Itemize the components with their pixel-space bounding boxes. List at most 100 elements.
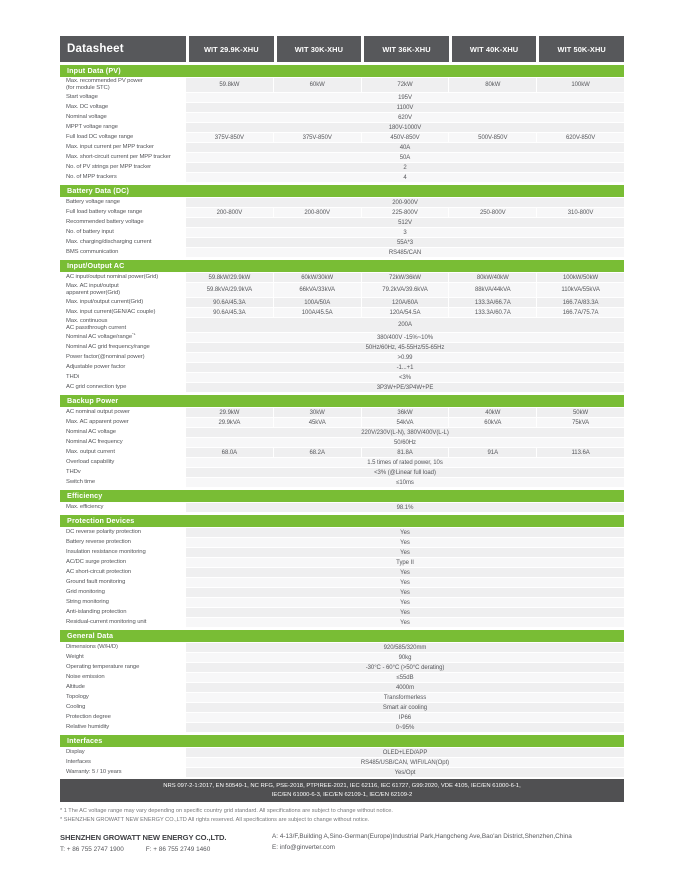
spec-row: String monitoring Yes (60, 598, 624, 607)
row-label: Max. output current (60, 448, 186, 457)
row-label: THDv (60, 468, 186, 477)
row-label: Max. input current(GEN/AC couple) (60, 308, 186, 317)
row-value: 80kW (449, 78, 537, 92)
row-label: Battery reverse protection (60, 538, 186, 547)
row-value-span: Yes (186, 528, 624, 537)
spec-row: Grid monitoring Yes (60, 588, 624, 597)
row-values: 50A (186, 153, 624, 162)
row-value: 91A (449, 448, 537, 457)
row-value: 68.0A (186, 448, 273, 457)
row-label: Ground fault monitoring (60, 578, 186, 587)
row-value: 90.6A/45.3A (186, 298, 273, 307)
row-label-text: No. of MPP trackers (66, 174, 117, 181)
spec-row: Power factor(@nominal power) >0.99 (60, 353, 624, 362)
spec-row: No. of MPP trackers 4 (60, 173, 624, 182)
row-values: Yes (186, 618, 624, 627)
spec-row: Relative humidity 0~95% (60, 723, 624, 732)
row-values: 180V-1000V (186, 123, 624, 132)
row-value: 133.3A/66.7A (449, 298, 537, 307)
row-value-span: Type II (186, 558, 624, 567)
row-label-text: (for module STC) (66, 85, 110, 91)
row-values: RS485/USB/CAN, WIFI/LAN(Opt) (186, 758, 624, 767)
row-value-span: -1...+1 (186, 363, 624, 372)
row-values: 59.8kW/29.9kW 60kW/30kW 72kW/36kW 80kW/40kW… (186, 273, 624, 282)
row-value: 59.8kW (186, 78, 273, 92)
row-values: Yes (186, 598, 624, 607)
row-value: 120A/60A (361, 298, 449, 307)
row-value: 166.7A/75.7A (537, 308, 624, 317)
spec-row: Max. continuous AC passthrough current 200… (60, 318, 624, 332)
row-value: 40kW (449, 408, 537, 417)
row-value: 59.8kW/29.9kW (186, 273, 273, 282)
row-label: Overload capability (60, 458, 186, 467)
row-label: Anti-islanding protection (60, 608, 186, 617)
row-value-span: <3% (186, 373, 624, 382)
row-label-text: Max. charging/discharging current (66, 239, 152, 246)
row-values: 200-900V (186, 198, 624, 207)
spec-row: Operating temperature range -30°C - 60°C … (60, 663, 624, 672)
spec-row: Anti-islanding protection Yes (60, 608, 624, 617)
row-value-span: 40A (186, 143, 624, 152)
row-value: 36kW (361, 408, 449, 417)
row-value-span: >0.99 (186, 353, 624, 362)
row-label-text: Max. AC input/output (66, 283, 119, 290)
row-values: 620V (186, 113, 624, 122)
row-value: 450V-850V (361, 133, 449, 142)
row-label-text: THDi (66, 374, 80, 381)
row-label-text: Max. AC apparent power (66, 419, 129, 426)
row-label-text: Insulation resistance monitoring (66, 549, 146, 556)
row-values: 375V-850V 375V-850V 450V-850V 500V-850V 620V… (186, 133, 624, 142)
row-label-text: DC reverse polarity protection (66, 529, 141, 536)
row-value: 66kVA/33kVA (273, 283, 361, 297)
row-label: Topology (60, 693, 186, 702)
row-label: Altitude (60, 683, 186, 692)
spec-row: Nominal AC voltage/range*1 380/400V -15%~… (60, 333, 624, 342)
row-values: 90kg (186, 653, 624, 662)
row-value: 60kW/30kW (273, 273, 361, 282)
row-values: 29.9kVA 45kVA 54kVA 60kVA 75kVA (186, 418, 624, 427)
row-label-text: AC input/output nominal power(Grid) (66, 274, 159, 281)
row-label-text: THDv (66, 469, 81, 476)
row-values: <3% (@Linear full load) (186, 468, 624, 477)
spec-row: Dimensions (W/H/D) 920/585/320mm (60, 643, 624, 652)
row-values: OLED+LED/APP (186, 748, 624, 757)
row-label: Nominal AC frequency (60, 438, 186, 447)
spec-row: AC grid connection type 3P3W+PE/3P4W+PE (60, 383, 624, 392)
certifications-line2: IEC/EN 61000-6-3, IEC/EN 62109-1, IEC/EN… (271, 791, 413, 798)
row-value: 100A/45.5A (273, 308, 361, 317)
row-label-text: Nominal voltage (66, 114, 107, 121)
row-label: MPPT voltage range (60, 123, 186, 132)
row-label-text: Full load battery voltage range (66, 209, 143, 216)
row-label: Noise emission (60, 673, 186, 682)
row-value: 100kW/50kW (537, 273, 624, 282)
row-label-text: Max. input current(GEN/AC couple) (66, 309, 156, 316)
row-label: Switch time (60, 478, 186, 487)
section-header: General Data (60, 630, 624, 642)
row-values: Yes (186, 578, 624, 587)
spec-row: Nominal AC frequency 50/60Hz (60, 438, 624, 447)
row-value-span: 98.1% (186, 503, 624, 512)
row-value-span: Yes (186, 588, 624, 597)
spec-row: AC short-circuit protection Yes (60, 568, 624, 577)
spec-row: AC input/output nominal power(Grid) 59.8k… (60, 273, 624, 282)
row-value-span: 3 (186, 228, 624, 237)
row-label-text: Battery voltage range (66, 199, 120, 206)
row-values: 59.8kW 60kW 72kW 80kW 100kW (186, 78, 624, 92)
row-value-span: 4 (186, 173, 624, 182)
row-label-text: Display (66, 749, 85, 756)
row-label: Power factor(@nominal power) (60, 353, 186, 362)
section-header: Efficiency (60, 490, 624, 502)
row-values: 220V/230V(L-N), 380V/400V(L-L) (186, 428, 624, 437)
row-label-text: apparent power(Grid) (66, 290, 120, 296)
row-label-text: Max. output current (66, 449, 115, 456)
row-values: 59.8kVA/29.9kVA 66kVA/33kVA 79.2kVA/39.6kV… (186, 283, 624, 297)
row-value-span: <3% (@Linear full load) (186, 468, 624, 477)
spec-row: Max. efficiency 98.1% (60, 503, 624, 512)
row-value-span: Yes (186, 578, 624, 587)
section-header: Backup Power (60, 395, 624, 407)
row-label: Protection degree (60, 713, 186, 722)
row-values: Transformerless (186, 693, 624, 702)
row-value: 133.3A/60.7A (449, 308, 537, 317)
footnote: * 1 The AC voltage range may vary depend… (60, 808, 393, 815)
row-label-text: Topology (66, 694, 89, 701)
